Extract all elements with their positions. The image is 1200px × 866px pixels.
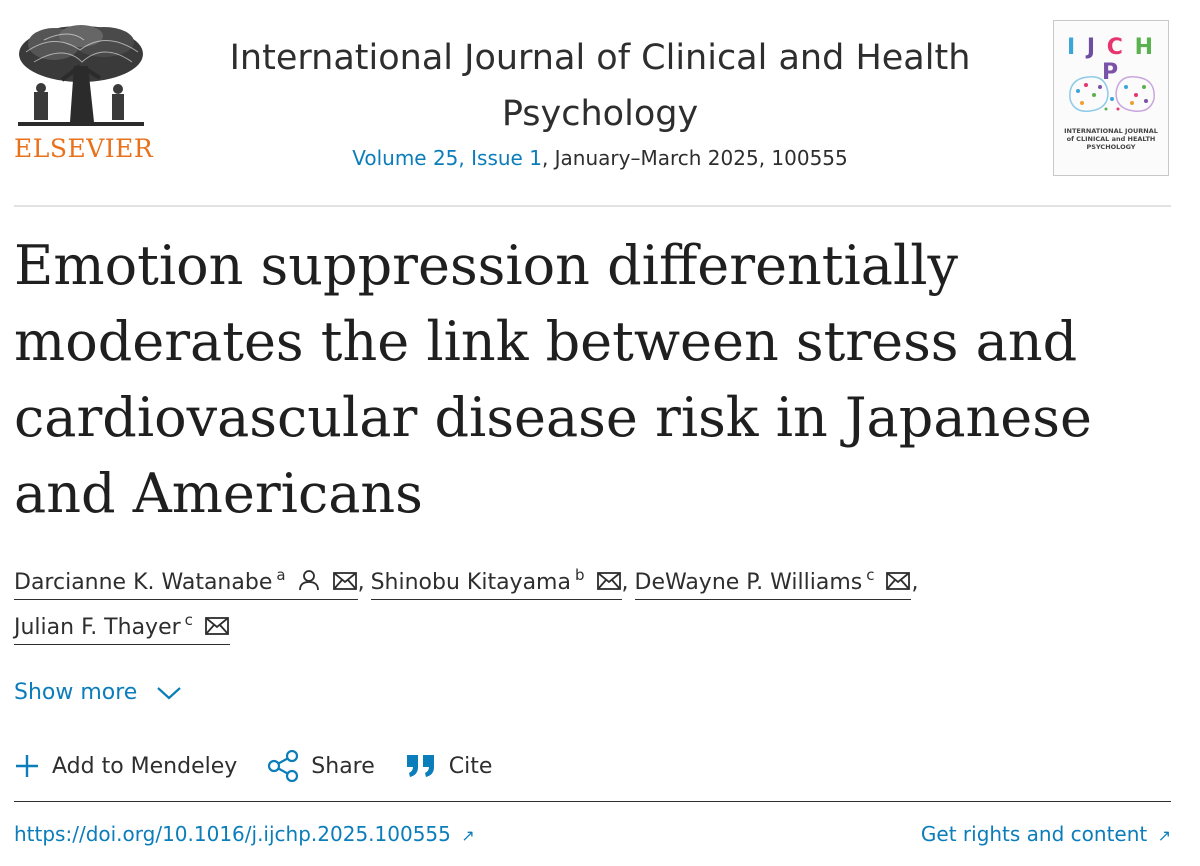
author-link[interactable]: Shinobu Kitayama b	[370, 560, 622, 600]
author-separator: ,	[621, 570, 629, 595]
article-actions: Add to Mendeley Share Cite	[14, 748, 522, 784]
cover-letter: C	[1106, 35, 1125, 60]
cite-label: Cite	[448, 753, 493, 779]
show-more-label: Show more	[14, 680, 138, 705]
share-icon	[268, 750, 299, 782]
cover-journal-acronym: I J C H P	[1054, 35, 1168, 85]
show-more-button[interactable]: Show more	[14, 680, 182, 705]
cite-button[interactable]: Cite	[405, 753, 493, 779]
cover-letter: H	[1134, 35, 1155, 60]
envelope-icon	[205, 617, 229, 635]
cover-subtitle-line: PSYCHOLOGY	[1086, 143, 1136, 151]
external-link-icon: ↗	[461, 826, 475, 845]
author-separator: ,	[357, 570, 365, 595]
doi-text: https://doi.org/10.1016/j.ijchp.2025.100…	[14, 822, 451, 846]
cover-letter: J	[1086, 35, 1098, 60]
author-separator: ,	[911, 570, 919, 595]
rights-text: Get rights and content	[920, 822, 1148, 846]
cover-letter: P	[1101, 60, 1121, 85]
doi-link[interactable]: https://doi.org/10.1016/j.ijchp.2025.100…	[14, 822, 475, 846]
add-to-mendeley-button[interactable]: Add to Mendeley	[14, 753, 237, 779]
author-name: Darcianne K. Watanabe	[14, 570, 273, 595]
cover-brain-graphic-icon	[1069, 76, 1155, 112]
chevron-down-icon	[157, 687, 182, 700]
plus-icon	[16, 755, 38, 777]
affiliation-marker: c	[184, 611, 193, 629]
author-name: Julian F. Thayer	[14, 615, 181, 640]
affiliation-marker: c	[866, 566, 875, 584]
share-label: Share	[311, 753, 375, 779]
author-name: DeWayne P. Williams	[634, 570, 863, 595]
elsevier-logo[interactable]: ELSEVIER	[14, 22, 154, 164]
header-divider	[14, 205, 1171, 207]
journal-title[interactable]: International Journal of Clinical and He…	[229, 38, 971, 134]
volume-issue-link[interactable]: Volume 25, Issue 1	[352, 146, 542, 170]
cover-subtitle-line: INTERNATIONAL JOURNAL	[1064, 127, 1158, 135]
issue-date: , January–March 2025, 100555	[541, 146, 848, 170]
affiliation-marker: b	[574, 566, 585, 584]
journal-cover-thumbnail[interactable]: I J C H P INTERNATIONAL JOURNAL of CLINI…	[1053, 20, 1169, 176]
actions-divider	[14, 801, 1171, 802]
article-title: Emotion suppression differentially moder…	[14, 234, 1092, 525]
envelope-icon	[332, 572, 357, 590]
cover-subtitle-line: of CLINICAL and HEALTH	[1066, 135, 1156, 143]
envelope-icon	[886, 572, 911, 590]
get-rights-link[interactable]: Get rights and content ↗	[921, 822, 1171, 846]
quote-icon	[406, 755, 434, 777]
person-icon	[298, 570, 319, 591]
author-link[interactable]: Julian F. Thayer c	[14, 605, 230, 645]
author-link[interactable]: DeWayne P. Williams c	[634, 560, 912, 600]
author-name: Shinobu Kitayama	[370, 570, 571, 595]
issue-line: Volume 25, Issue 1, January–March 2025, …	[180, 146, 1020, 170]
share-button[interactable]: Share	[267, 750, 375, 782]
cover-letter: I	[1067, 35, 1078, 60]
affiliation-marker: a	[276, 566, 286, 584]
cover-subtitle: INTERNATIONAL JOURNAL of CLINICAL and HE…	[1060, 127, 1162, 151]
author-list: Darcianne K. Watanabe a , Shinobu Kitayam…	[14, 560, 1174, 650]
envelope-icon	[596, 572, 621, 590]
elsevier-tree-icon	[18, 25, 144, 126]
external-link-icon: ↗	[1157, 826, 1171, 845]
elsevier-wordmark: ELSEVIER	[14, 134, 154, 163]
mendeley-label: Add to Mendeley	[52, 753, 238, 779]
author-link[interactable]: Darcianne K. Watanabe a	[14, 560, 358, 600]
